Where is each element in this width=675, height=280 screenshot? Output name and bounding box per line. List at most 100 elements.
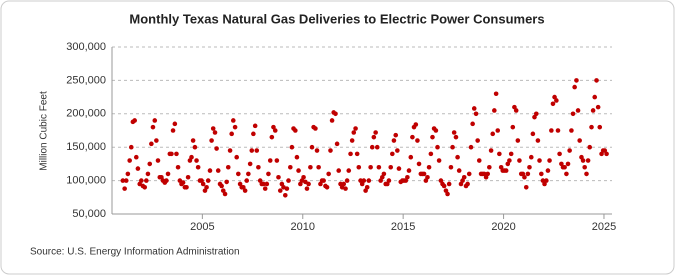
point: [212, 130, 218, 135]
point: [594, 78, 599, 83]
source: Source: U.S. Energy Information Administ…: [30, 247, 240, 258]
point: [416, 161, 422, 167]
point: [513, 108, 519, 113]
point: [396, 166, 402, 171]
point: [209, 138, 214, 143]
point: [294, 154, 300, 160]
point: [190, 138, 196, 143]
point: [324, 184, 330, 190]
point: [170, 128, 176, 133]
point: [200, 181, 206, 187]
point: [329, 118, 335, 123]
point: [451, 130, 457, 135]
point: [267, 158, 273, 163]
point: [436, 158, 442, 163]
point: [349, 138, 355, 143]
point: [550, 101, 556, 107]
point: [135, 166, 141, 171]
point: [244, 178, 250, 183]
point: [428, 151, 434, 157]
x-tick-label: 2010: [291, 221, 315, 233]
point: [368, 164, 373, 170]
point: [495, 128, 501, 133]
point: [569, 128, 574, 133]
point: [492, 108, 497, 113]
point: [557, 151, 562, 157]
point: [204, 184, 209, 190]
point: [236, 171, 241, 177]
point: [570, 111, 576, 117]
point: [366, 178, 372, 183]
point: [567, 148, 572, 153]
point: [333, 111, 338, 117]
point: [351, 130, 357, 135]
point: [577, 138, 582, 143]
point: [229, 131, 234, 137]
point: [574, 78, 579, 83]
point: [308, 164, 313, 170]
point: [205, 178, 211, 183]
point: [120, 178, 126, 183]
point: [549, 128, 554, 133]
point: [547, 158, 552, 163]
point: [264, 181, 270, 187]
point: [421, 171, 427, 177]
point: [381, 171, 387, 177]
point: [316, 164, 321, 170]
point: [249, 148, 255, 153]
point: [154, 138, 159, 143]
point: [426, 164, 432, 170]
point: [282, 192, 288, 198]
point: [376, 164, 382, 170]
point: [304, 186, 310, 191]
point: [405, 174, 410, 180]
point: [313, 126, 318, 131]
point: [364, 184, 370, 190]
point: [207, 168, 213, 173]
point: [127, 158, 132, 163]
point: [595, 104, 601, 110]
point: [289, 144, 295, 150]
point: [341, 181, 347, 187]
point: [441, 183, 447, 189]
point: [309, 144, 315, 150]
point: [475, 138, 480, 143]
point: [456, 168, 462, 173]
x-tick-label: 2015: [391, 221, 415, 233]
point: [224, 179, 229, 185]
point: [587, 144, 593, 150]
point: [214, 146, 219, 151]
point: [488, 148, 494, 153]
point: [415, 138, 420, 143]
point: [525, 171, 531, 177]
point: [530, 131, 536, 137]
point: [390, 151, 395, 157]
point: [169, 151, 174, 157]
point: [487, 164, 492, 170]
point: [346, 168, 352, 173]
point: [269, 134, 275, 140]
point: [122, 186, 127, 191]
point: [328, 148, 333, 153]
point: [580, 158, 586, 163]
point: [465, 181, 470, 187]
point: [517, 158, 522, 163]
point: [471, 106, 477, 111]
y-tick-label: 300,000: [66, 41, 106, 53]
point: [321, 178, 326, 183]
point: [562, 164, 567, 170]
point: [528, 154, 534, 160]
y-tick-label: 250,000: [66, 74, 106, 86]
point: [334, 141, 340, 147]
point: [413, 122, 419, 127]
point: [497, 151, 502, 157]
x-tick-label: 2005: [190, 221, 214, 233]
point: [242, 188, 248, 193]
point: [554, 98, 559, 103]
point: [344, 178, 350, 183]
point: [533, 111, 539, 117]
point: [234, 154, 239, 160]
point: [473, 111, 479, 117]
point: [123, 178, 129, 183]
